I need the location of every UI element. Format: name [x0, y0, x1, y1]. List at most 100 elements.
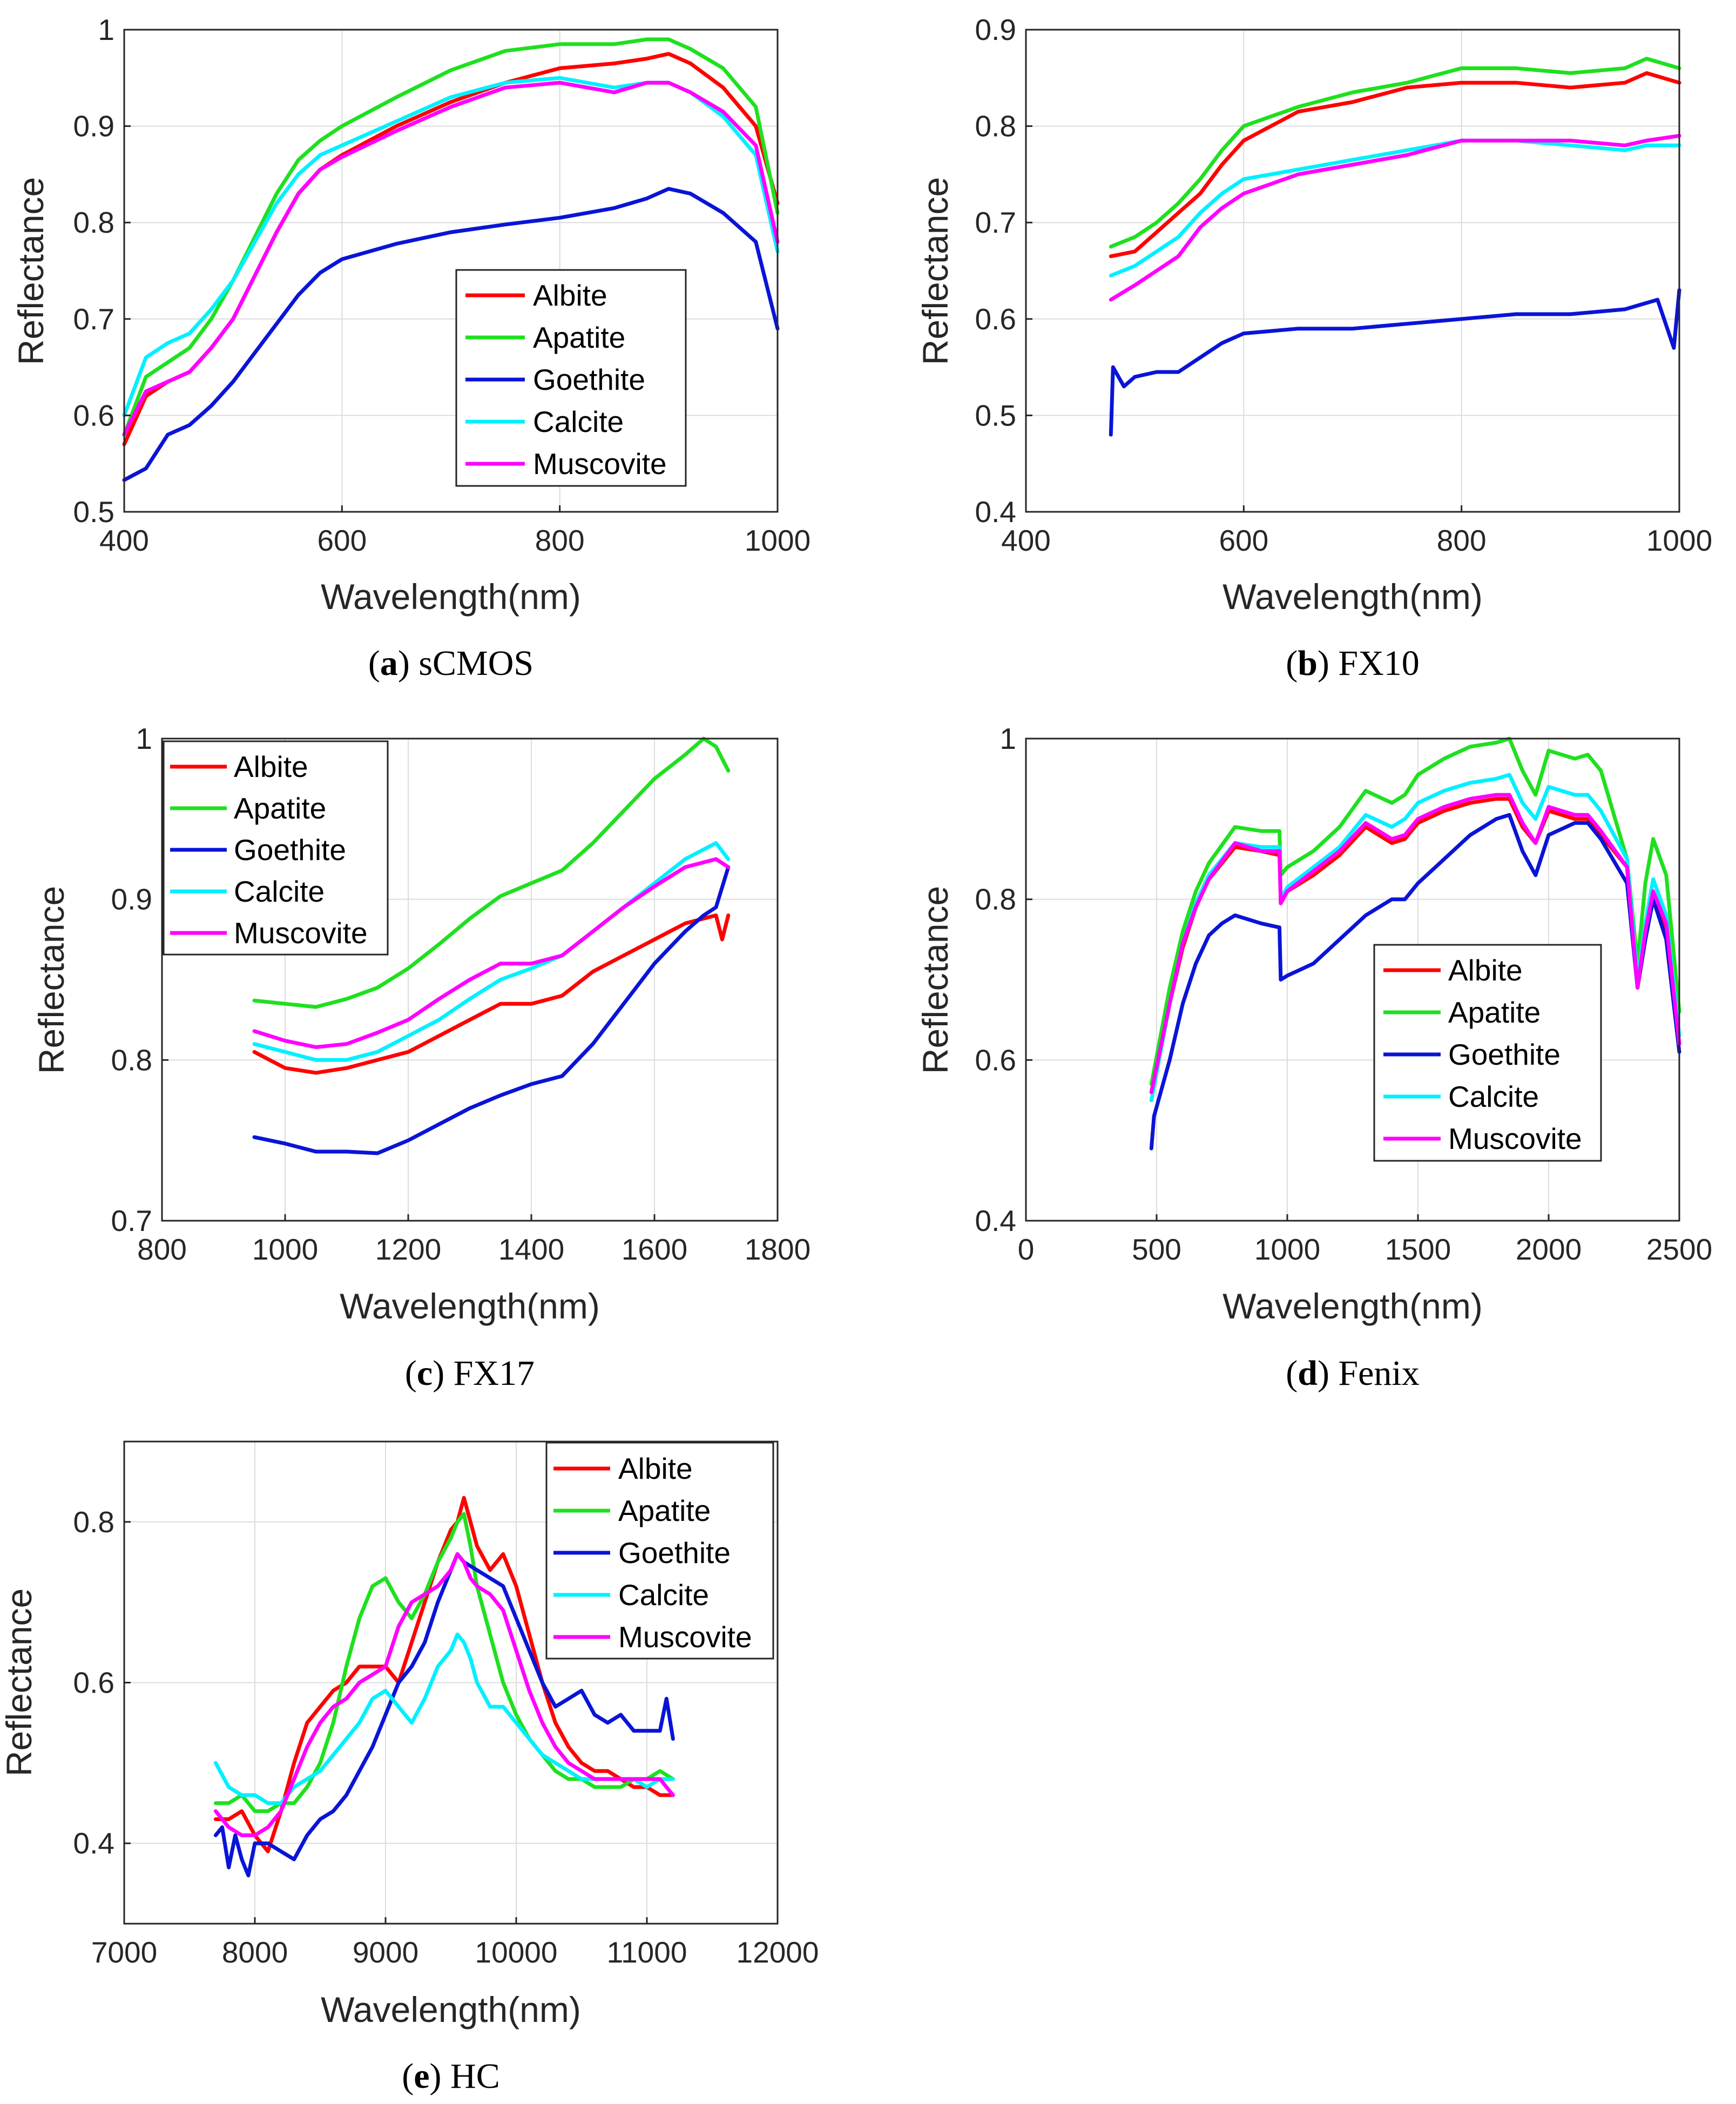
panel-b-series — [1109, 57, 1681, 437]
panel-d-x-tick-label: 0 — [1018, 1233, 1035, 1266]
panel-d-y-ticks: 0.4 0.6 0.8 1 — [975, 722, 1032, 1237]
panel-d-legend-goethite: Goethite — [1448, 1038, 1561, 1071]
panel-d-series — [1149, 736, 1681, 1151]
panel-e-x-tick-label: 11000 — [607, 1936, 687, 1969]
panel-d-legend-calcite: Calcite — [1448, 1080, 1539, 1113]
panel-d-x-ticks: 0 500 1000 1500 2000 2500 — [1018, 1214, 1712, 1266]
panel-c-series-calcite — [252, 841, 731, 1062]
panel-e-x-tick-label: 9000 — [353, 1936, 418, 1969]
panel-a-legend-albite: Albite — [533, 279, 607, 312]
panel-d-y-tick-label: 0.4 — [975, 1204, 1016, 1237]
panel-d-caption: (d) Fenix — [1286, 1354, 1420, 1393]
panel-b-y-tick-label: 0.6 — [975, 302, 1016, 336]
panel-e-legend-box — [545, 1442, 774, 1660]
panel-c-legend-albite: Albite — [234, 750, 308, 783]
panel-c-series-goethite — [252, 865, 731, 1155]
panel-d-x-tick-label: 2000 — [1516, 1233, 1582, 1266]
panel-b-caption: (b) FX10 — [1286, 644, 1420, 683]
panel-e-legend-calcite: Calcite — [618, 1578, 709, 1612]
panel-b-y-axis-label: Reflectance — [915, 177, 955, 366]
panel-b-y-tick-label: 0.8 — [975, 110, 1016, 143]
panel-a-y-tick-label: 0.6 — [73, 398, 114, 432]
panel-b-y-ticks: 0.4 0.5 0.6 0.7 0.8 0.9 — [975, 13, 1032, 529]
panel-d-plot-frame — [1025, 738, 1680, 1222]
panel-b-series-goethite — [1109, 288, 1681, 437]
panel-d-caption-text: Fenix — [1338, 1354, 1419, 1393]
panel-c-y-tick-label: 0.7 — [111, 1204, 152, 1237]
panel-c-legend-apatite: Apatite — [234, 791, 326, 825]
panel-b-series-apatite — [1109, 57, 1681, 249]
panel-e-x-ticks: 7000 8000 9000 10000 11000 12000 — [91, 1917, 819, 1969]
panel-a-legend-calcite: Calcite — [533, 405, 624, 438]
panel-a-legend-apatite: Apatite — [533, 321, 625, 354]
panel-b-x-ticks: 400 600 800 1000 — [1001, 505, 1712, 557]
panel-e-series-apatite — [213, 1512, 675, 1814]
panel-b-y-tick-label: 0.7 — [975, 206, 1016, 239]
panel-e-y-axis-label: Reflectance — [0, 1588, 39, 1777]
panel-b-x-tick-label: 1000 — [1646, 524, 1712, 557]
panel-a-series-apatite — [122, 37, 780, 437]
panel-b-series-muscovite — [1109, 134, 1681, 302]
panel-a-y-tick-label: 1 — [98, 13, 114, 46]
panel-c-y-axis-label: Reflectance — [31, 886, 71, 1074]
panel-a-series-muscovite — [122, 80, 780, 437]
panel-d-y-axis-label: Reflectance — [915, 886, 955, 1074]
panel-d-x-axis-label: Wavelength(nm) — [1222, 1286, 1483, 1326]
panel-b-x-tick-label: 800 — [1437, 524, 1487, 557]
panel-d-x-tick-label: 1000 — [1254, 1233, 1320, 1266]
panel-e-y-tick-label: 0.4 — [73, 1826, 114, 1860]
panel-a-y-axis-label: Reflectance — [11, 177, 51, 366]
panel-a-y-tick-label: 0.9 — [73, 110, 114, 143]
panel-b-series-calcite — [1109, 138, 1681, 278]
panel-c-series-albite — [252, 913, 731, 1075]
panel-e-legend-goethite: Goethite — [618, 1536, 731, 1569]
panel-a-x-tick-label: 800 — [535, 524, 585, 557]
panel-a-y-tick-label: 0.7 — [73, 302, 114, 336]
panel-c-series — [252, 736, 731, 1155]
panel-a-legend: Albite Apatite Goethite Calcite Muscovit… — [455, 269, 687, 487]
panel-c-caption-text: FX17 — [454, 1354, 535, 1393]
panel-b-fx10: 400 600 800 1000 0.4 0.5 0.6 0.7 0.8 0.9 Wavelen… — [915, 13, 1712, 683]
panel-e-x-tick-label: 12000 — [737, 1936, 819, 1969]
panel-c-caption-label: c — [417, 1354, 433, 1393]
panel-a-plot-frame — [123, 29, 779, 513]
panel-b-y-tick-label: 0.9 — [975, 13, 1016, 46]
panel-a-series-goethite — [122, 187, 780, 482]
panel-c-y-ticks: 0.7 0.8 0.9 1 — [111, 722, 168, 1237]
panel-a-legend-muscovite: Muscovite — [533, 447, 667, 481]
panel-e-legend-apatite: Apatite — [618, 1494, 711, 1527]
panel-e-x-axis-label: Wavelength(nm) — [321, 1990, 581, 2029]
panel-e-y-tick-label: 0.6 — [73, 1666, 114, 1700]
panel-d-x-tick-label: 1500 — [1385, 1233, 1451, 1266]
panel-a-x-tick-label: 1000 — [745, 524, 810, 557]
panel-d-series-apatite — [1149, 736, 1681, 1086]
panel-c-x-ticks: 800 1000 1200 1400 1600 1800 — [137, 1214, 810, 1266]
panel-c-y-tick-label: 1 — [136, 722, 152, 755]
panel-c-x-axis-label: Wavelength(nm) — [340, 1286, 600, 1326]
panel-a-x-axis-label: Wavelength(nm) — [321, 577, 581, 617]
panel-d-series-goethite — [1149, 813, 1681, 1151]
panel-c-legend-muscovite: Muscovite — [234, 916, 368, 950]
panel-a-x-ticks: 400 600 800 1000 — [99, 505, 810, 557]
panel-a-caption: (a) sCMOS — [368, 644, 533, 683]
panel-c-x-tick-label: 1200 — [375, 1233, 441, 1266]
panel-b-x-tick-label: 400 — [1001, 524, 1051, 557]
panel-d-x-tick-label: 500 — [1132, 1233, 1181, 1266]
panel-e-hc: 7000 8000 9000 10000 11000 12000 0.4 0.6 0.8 Wa… — [0, 1440, 819, 2096]
panel-b-y-tick-label: 0.4 — [975, 495, 1016, 529]
panel-d-y-tick-label: 0.6 — [975, 1043, 1016, 1077]
panel-e-caption-text: HC — [450, 2056, 500, 2096]
panel-e-y-ticks: 0.4 0.6 0.8 — [73, 1505, 131, 1860]
panel-c-legend: Albite Apatite Goethite Calcite Muscovit… — [163, 740, 389, 956]
panel-d-legend-muscovite: Muscovite — [1448, 1122, 1582, 1155]
panel-a-caption-label: a — [380, 644, 398, 683]
panel-a-y-tick-label: 0.8 — [73, 206, 114, 239]
panel-b-x-axis-label: Wavelength(nm) — [1222, 577, 1483, 617]
panel-c-series-apatite — [252, 736, 731, 1009]
panel-b-y-tick-label: 0.5 — [975, 398, 1016, 432]
panel-e-series-goethite — [213, 1552, 675, 1878]
panel-d-x-tick-label: 2500 — [1646, 1233, 1712, 1266]
panel-d-y-tick-label: 0.8 — [975, 883, 1016, 916]
panel-e-series — [213, 1496, 675, 1878]
